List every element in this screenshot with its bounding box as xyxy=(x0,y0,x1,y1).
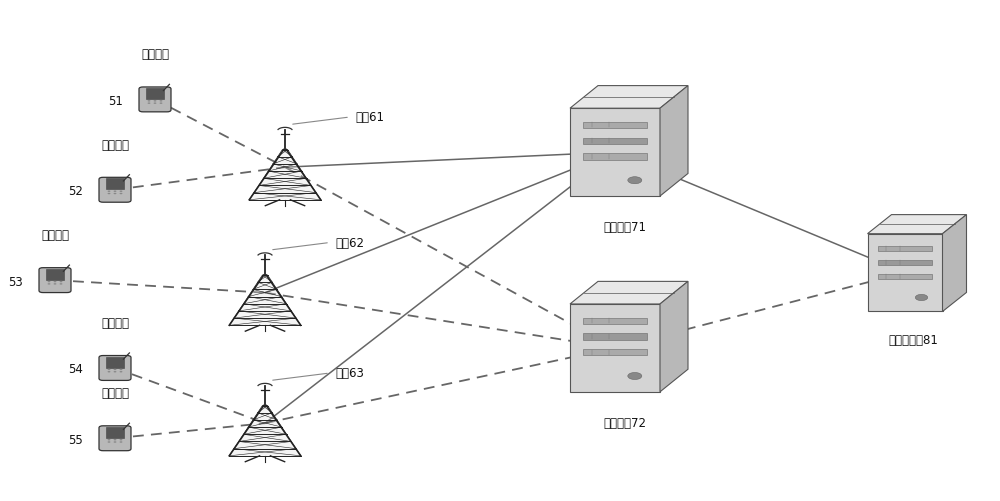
Circle shape xyxy=(915,295,928,301)
FancyBboxPatch shape xyxy=(583,318,647,324)
Polygon shape xyxy=(570,304,660,392)
FancyBboxPatch shape xyxy=(583,123,647,129)
FancyBboxPatch shape xyxy=(583,154,647,160)
Polygon shape xyxy=(660,282,688,392)
FancyBboxPatch shape xyxy=(583,138,647,144)
Text: 基站62: 基站62 xyxy=(335,236,364,249)
Text: 网管设备71: 网管设备71 xyxy=(604,220,646,233)
Polygon shape xyxy=(570,86,688,109)
Circle shape xyxy=(154,101,156,102)
Circle shape xyxy=(48,281,50,283)
FancyBboxPatch shape xyxy=(106,179,124,190)
Circle shape xyxy=(114,191,116,192)
Circle shape xyxy=(108,193,110,195)
Text: 51: 51 xyxy=(108,95,123,108)
Text: 52: 52 xyxy=(68,185,83,198)
FancyBboxPatch shape xyxy=(146,89,164,100)
Text: 基站61: 基站61 xyxy=(355,111,384,124)
FancyBboxPatch shape xyxy=(878,260,932,266)
Circle shape xyxy=(114,441,116,443)
Text: 55: 55 xyxy=(68,433,83,446)
Circle shape xyxy=(54,284,56,285)
Polygon shape xyxy=(570,109,660,197)
Circle shape xyxy=(108,371,110,373)
Text: 管理服务妓81: 管理服务妓81 xyxy=(888,333,938,346)
Text: 53: 53 xyxy=(8,275,23,288)
Circle shape xyxy=(108,191,110,192)
Circle shape xyxy=(154,103,156,105)
Text: 54: 54 xyxy=(68,363,83,376)
Circle shape xyxy=(120,191,122,192)
FancyBboxPatch shape xyxy=(583,350,647,356)
Circle shape xyxy=(120,371,122,373)
Polygon shape xyxy=(249,150,321,200)
Polygon shape xyxy=(868,234,942,312)
Circle shape xyxy=(160,101,162,102)
Circle shape xyxy=(120,193,122,195)
Circle shape xyxy=(148,101,150,102)
Circle shape xyxy=(148,103,150,105)
Circle shape xyxy=(114,439,116,440)
Polygon shape xyxy=(229,276,301,326)
Circle shape xyxy=(54,281,56,283)
Polygon shape xyxy=(942,215,966,312)
Circle shape xyxy=(108,369,110,370)
Text: 用户终端: 用户终端 xyxy=(41,228,69,241)
Text: 用户终端: 用户终端 xyxy=(101,138,129,151)
Circle shape xyxy=(108,439,110,440)
Circle shape xyxy=(120,441,122,443)
Circle shape xyxy=(60,284,62,285)
FancyBboxPatch shape xyxy=(106,427,124,438)
Polygon shape xyxy=(229,406,301,456)
FancyBboxPatch shape xyxy=(139,88,171,113)
Text: 用户终端: 用户终端 xyxy=(101,386,129,399)
Circle shape xyxy=(48,284,50,285)
Circle shape xyxy=(108,441,110,443)
Circle shape xyxy=(160,103,162,105)
FancyBboxPatch shape xyxy=(878,246,932,252)
Polygon shape xyxy=(660,86,688,197)
Circle shape xyxy=(114,371,116,373)
Polygon shape xyxy=(570,282,688,304)
FancyBboxPatch shape xyxy=(46,270,64,280)
Text: 网管设备72: 网管设备72 xyxy=(604,416,646,429)
Circle shape xyxy=(120,439,122,440)
Circle shape xyxy=(628,373,642,380)
Circle shape xyxy=(60,281,62,283)
Circle shape xyxy=(114,193,116,195)
FancyBboxPatch shape xyxy=(99,356,131,381)
Circle shape xyxy=(120,369,122,370)
FancyBboxPatch shape xyxy=(583,334,647,340)
Text: 用户终端: 用户终端 xyxy=(101,316,129,329)
FancyBboxPatch shape xyxy=(106,357,124,368)
FancyBboxPatch shape xyxy=(99,178,131,203)
Polygon shape xyxy=(868,215,966,234)
FancyBboxPatch shape xyxy=(878,274,932,280)
Circle shape xyxy=(114,369,116,370)
FancyBboxPatch shape xyxy=(39,268,71,293)
Circle shape xyxy=(628,177,642,184)
Text: 用户终端: 用户终端 xyxy=(141,48,169,61)
Text: 基站63: 基站63 xyxy=(335,367,364,380)
FancyBboxPatch shape xyxy=(99,426,131,451)
